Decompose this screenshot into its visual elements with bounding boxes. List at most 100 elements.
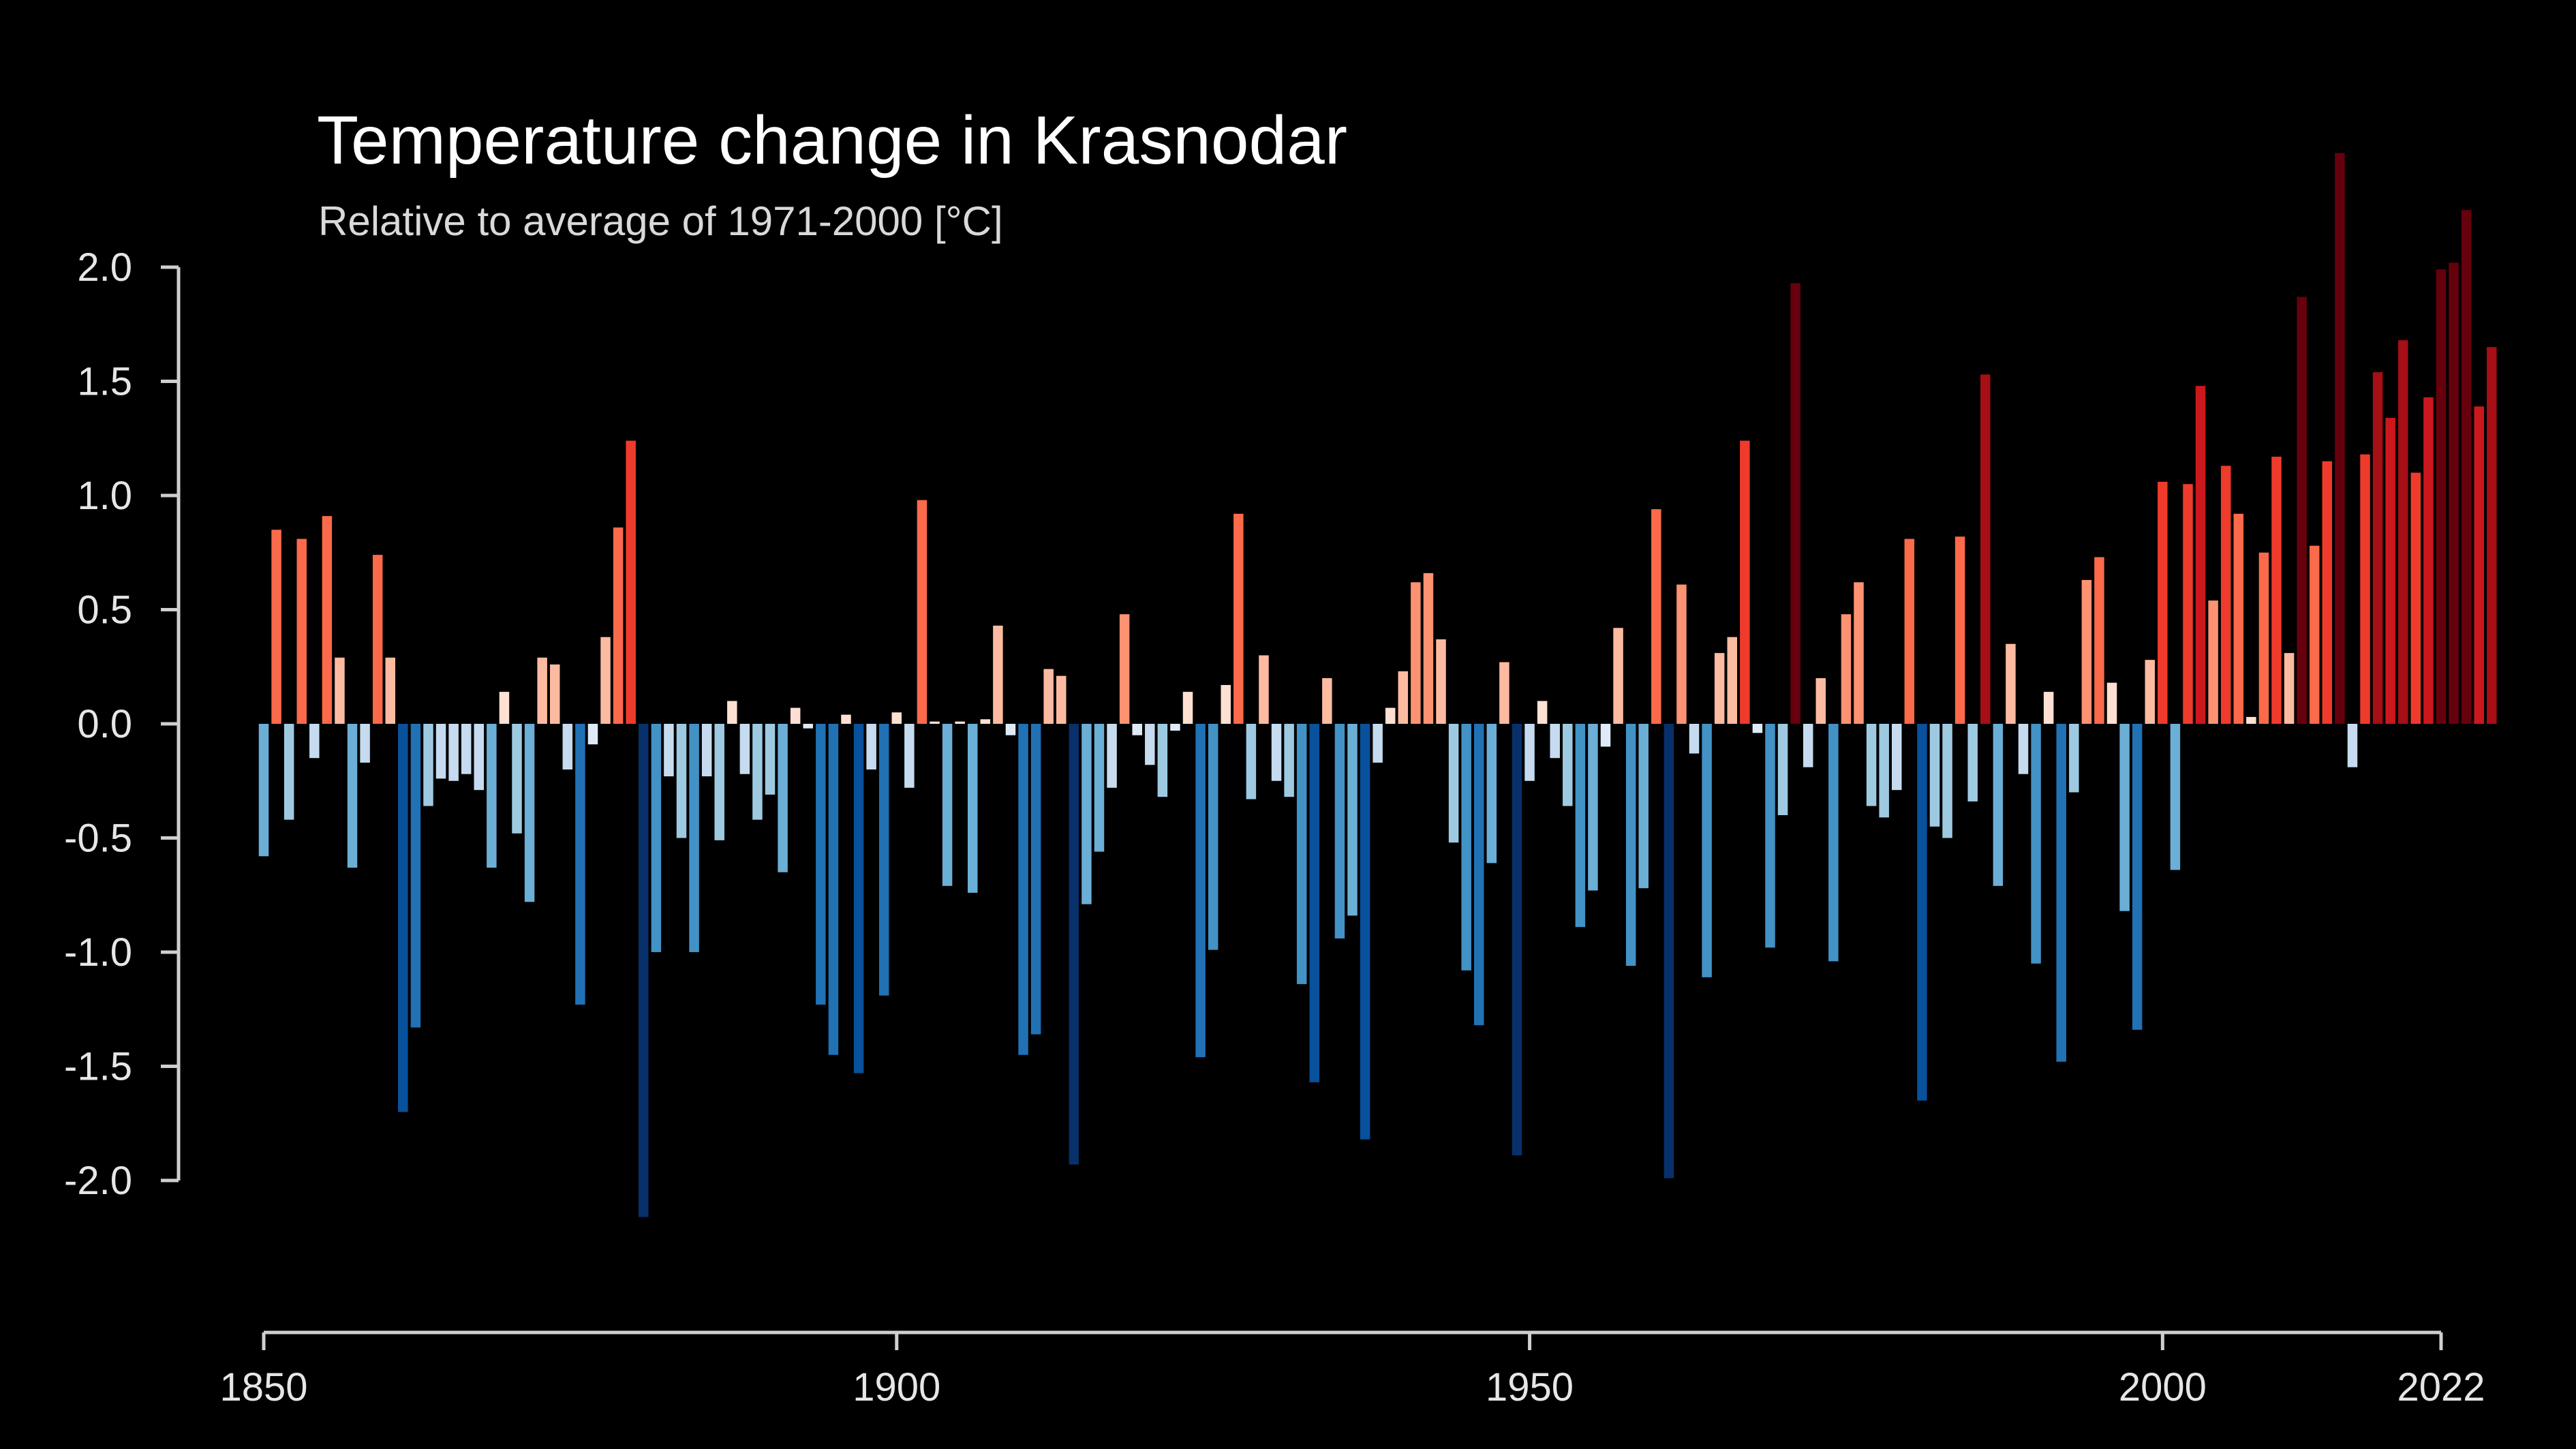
- bar-1926: [1221, 685, 1231, 724]
- bar-1881: [651, 724, 662, 952]
- bar-1931: [1284, 724, 1294, 797]
- bar-1903: [930, 721, 940, 724]
- bars-group: [258, 153, 2497, 1217]
- bar-1981: [1917, 724, 1927, 1101]
- bar-2000: [2158, 481, 2168, 724]
- bar-1993: [2069, 724, 2079, 793]
- bar-1946: [1474, 724, 1484, 1026]
- bar-1890: [765, 724, 776, 795]
- bar-1867: [474, 724, 485, 791]
- bar-1935: [1334, 724, 1345, 939]
- bar-2001: [2170, 724, 2181, 870]
- bar-1919: [1132, 724, 1142, 735]
- bar-1978: [1879, 724, 1889, 818]
- y-tick-label: 1.5: [77, 360, 132, 404]
- chart-title: Temperature change in Krasnodar: [317, 102, 1347, 179]
- bar-2006: [2233, 513, 2244, 724]
- bar-1899: [878, 724, 889, 996]
- bar-1884: [689, 724, 699, 952]
- bar-2009: [2271, 457, 2282, 724]
- bar-1888: [739, 724, 750, 774]
- bar-1977: [1866, 724, 1877, 806]
- bar-1943: [1436, 639, 1446, 724]
- bar-2004: [2208, 600, 2218, 724]
- bar-2025: [2474, 406, 2484, 724]
- bar-1913: [1056, 675, 1067, 724]
- bar-1864: [435, 724, 446, 779]
- bar-1998: [2132, 724, 2143, 1030]
- bar-1900: [891, 712, 902, 724]
- bar-1963: [1689, 724, 1700, 754]
- bar-1986: [1980, 374, 1991, 724]
- bar-1901: [904, 724, 915, 788]
- bar-1949: [1512, 724, 1522, 1156]
- bar-1959: [1638, 724, 1649, 889]
- bar-2018: [2385, 418, 2395, 724]
- bar-2016: [2360, 454, 2370, 724]
- bar-2020: [2410, 472, 2421, 724]
- bar-1896: [841, 714, 851, 724]
- y-tick-label: -0.5: [64, 817, 132, 861]
- bar-1921: [1157, 724, 1168, 797]
- bar-2007: [2246, 716, 2256, 724]
- y-axis: 2.0 1.5 1.0 0.5 0.0 -0.5 -1.0 -1.5 -2.0: [64, 245, 181, 1203]
- bar-1877: [600, 637, 611, 724]
- bar-1966: [1727, 637, 1738, 724]
- bar-1862: [410, 724, 421, 1028]
- bar-1944: [1448, 724, 1459, 843]
- chart-subtitle: Relative to average of 1971-2000 [°C]: [318, 198, 1003, 244]
- bar-1996: [2106, 682, 2117, 724]
- bar-1891: [778, 724, 788, 872]
- bar-1955: [1588, 724, 1598, 891]
- bar-1930: [1271, 724, 1282, 781]
- bar-1934: [1322, 678, 1332, 724]
- bar-1855: [322, 516, 333, 724]
- x-tick-label: 2000: [2119, 1365, 2207, 1409]
- bar-2021: [2423, 397, 2434, 724]
- bar-1933: [1309, 724, 1320, 1082]
- bar-1984: [1954, 536, 1965, 724]
- bar-1916: [1094, 724, 1105, 852]
- bar-1989: [2018, 724, 2029, 774]
- bar-1938: [1373, 724, 1383, 763]
- bar-1918: [1119, 614, 1130, 724]
- bar-2015: [2347, 724, 2358, 767]
- bar-1965: [1714, 653, 1725, 724]
- bar-2014: [2335, 153, 2345, 724]
- bar-1920: [1145, 724, 1155, 765]
- bar-1952: [1550, 724, 1560, 759]
- bar-1863: [423, 724, 433, 806]
- bar-1902: [917, 500, 927, 724]
- bar-1883: [676, 724, 687, 838]
- bar-1868: [487, 724, 497, 868]
- bar-1915: [1082, 724, 1092, 904]
- bar-1857: [347, 724, 358, 868]
- bar-1947: [1486, 724, 1497, 864]
- bar-1997: [2119, 724, 2130, 911]
- bar-1875: [575, 724, 585, 1005]
- bar-1992: [2056, 724, 2066, 1062]
- bar-1886: [714, 724, 724, 840]
- y-tick-label: 1.0: [77, 474, 132, 518]
- bar-1928: [1246, 724, 1257, 799]
- bar-1904: [942, 724, 953, 886]
- bar-1911: [1030, 724, 1041, 1035]
- bar-1850: [258, 724, 269, 857]
- bar-1940: [1398, 671, 1409, 724]
- bar-1865: [448, 724, 459, 781]
- bar-1885: [701, 724, 712, 777]
- bar-2003: [2195, 386, 2206, 724]
- bar-2002: [2183, 484, 2193, 724]
- bar-2012: [2310, 545, 2320, 724]
- bar-1860: [385, 657, 395, 724]
- bar-1968: [1752, 724, 1763, 733]
- bar-1942: [1423, 573, 1434, 724]
- bar-1969: [1765, 724, 1775, 948]
- bar-1879: [626, 440, 636, 724]
- bar-1905: [955, 721, 965, 724]
- bar-1929: [1259, 655, 1269, 724]
- bar-1967: [1740, 440, 1750, 724]
- bar-1887: [727, 701, 737, 724]
- bar-1873: [549, 664, 560, 724]
